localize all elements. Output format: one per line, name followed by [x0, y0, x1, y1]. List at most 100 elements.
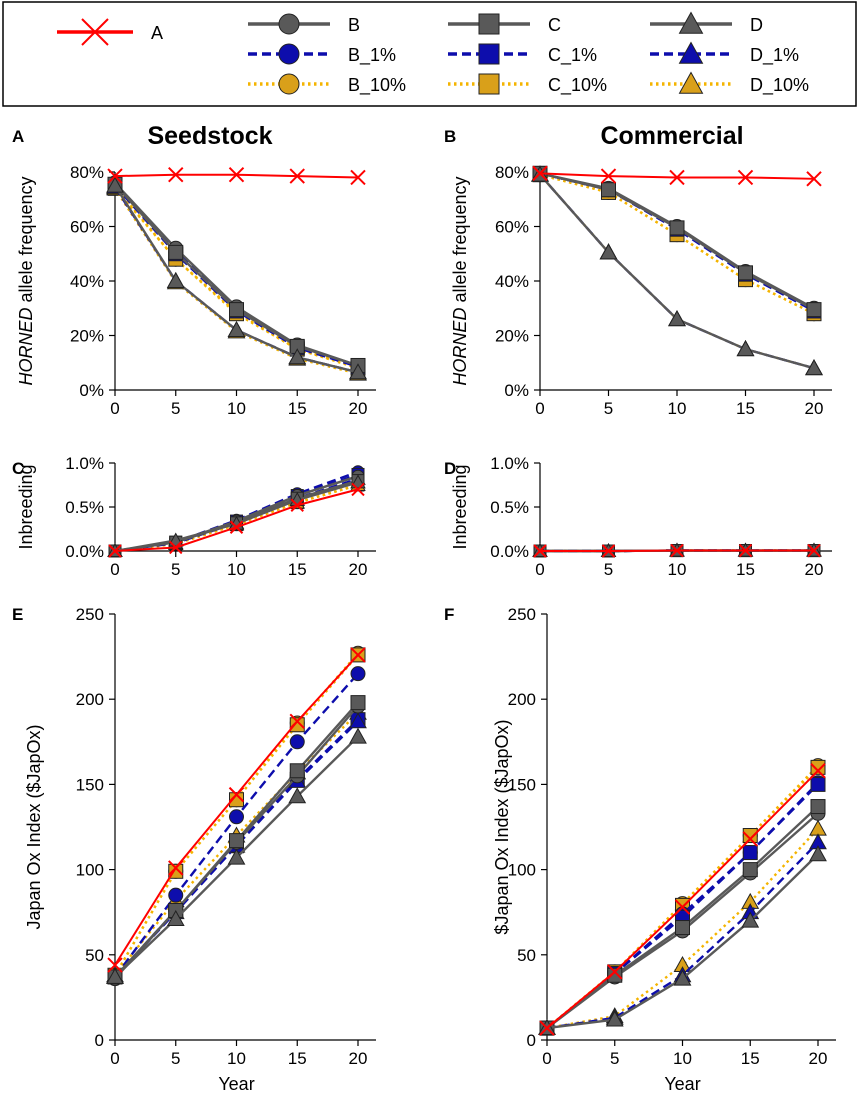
y-axis-label-italic: HORNED — [450, 308, 470, 386]
y-tick-label: 1.0% — [65, 454, 104, 473]
y-tick-label: 20% — [70, 327, 104, 346]
x-tick-label: 0 — [110, 399, 119, 418]
series-b-10pct — [108, 180, 365, 374]
data-point — [351, 667, 365, 681]
y-tick-label: 200 — [508, 690, 536, 709]
data-point — [811, 760, 825, 774]
series-d-10pct — [532, 167, 822, 375]
y-tick-label: 0.0% — [65, 542, 104, 561]
x-tick-label: 0 — [542, 1049, 551, 1068]
series-d — [532, 167, 822, 375]
data-point — [670, 221, 684, 235]
series-b-1pct — [109, 466, 364, 557]
legend-marker — [479, 74, 499, 94]
legend-label: B_10% — [348, 75, 406, 96]
x-tick-label: 10 — [227, 399, 246, 418]
series-line — [115, 186, 358, 367]
y-tick-label: 0 — [527, 1031, 536, 1050]
x-tick-label: 20 — [805, 399, 824, 418]
panel-letter-e: E — [12, 605, 23, 624]
legend-label: B — [348, 15, 360, 35]
legend-marker — [479, 14, 499, 34]
series-d-1pct — [532, 167, 822, 375]
data-point — [737, 341, 753, 355]
series-line — [115, 474, 358, 551]
x-tick-label: 0 — [535, 399, 544, 418]
x-tick-label: 10 — [227, 560, 246, 579]
data-point — [290, 735, 304, 749]
y-tick-label: 150 — [76, 775, 104, 794]
y-tick-label: 200 — [76, 690, 104, 709]
y-tick-label: 60% — [495, 218, 529, 237]
data-point — [810, 821, 826, 835]
data-point — [230, 303, 244, 317]
series-c — [108, 177, 365, 372]
data-point — [807, 303, 821, 317]
series-line — [115, 186, 358, 373]
legend-marker — [279, 14, 299, 34]
series-b-10pct — [540, 759, 825, 1035]
series-b-10pct — [533, 168, 821, 321]
x-tick-label: 15 — [288, 399, 307, 418]
y-tick-label: 20% — [495, 327, 529, 346]
y-tick-label: 250 — [76, 605, 104, 624]
series-line — [115, 472, 358, 551]
y-axis-label-italic: HORNED — [16, 308, 36, 386]
x-tick-label: 5 — [171, 560, 180, 579]
x-tick-label: 15 — [736, 399, 755, 418]
data-point — [743, 863, 757, 877]
x-tick-label: 15 — [736, 560, 755, 579]
series-line — [540, 175, 814, 314]
series-c — [108, 696, 365, 984]
series-c-1pct — [108, 179, 365, 374]
series-line — [540, 175, 814, 368]
y-tick-label: 80% — [495, 163, 529, 182]
series-line — [115, 187, 358, 372]
y-tick-label: 0.5% — [490, 498, 529, 517]
data-point — [290, 718, 304, 732]
x-tick-label: 20 — [809, 1049, 828, 1068]
panel-letter-f: F — [444, 605, 454, 624]
x-tick-label: 10 — [673, 1049, 692, 1068]
data-point — [230, 834, 244, 848]
legend-label: C_1% — [548, 45, 597, 66]
x-tick-label: 20 — [349, 1049, 368, 1068]
y-axis-label-rest: allele frequency — [16, 176, 36, 307]
series-a — [108, 168, 365, 185]
x-tick-label: 10 — [668, 560, 687, 579]
y-tick-label: 50 — [85, 946, 104, 965]
panel-letter-b: B — [444, 127, 456, 146]
x-tick-label: 15 — [288, 560, 307, 579]
legend-label: D_1% — [750, 45, 799, 66]
y-axis-label: $Japan Ox Index ($JapOx) — [492, 719, 512, 934]
series-c-1pct — [109, 468, 364, 557]
series-line — [115, 188, 358, 373]
x-tick-label: 0 — [535, 560, 544, 579]
series-b — [109, 470, 364, 557]
series-d — [539, 846, 826, 1034]
legend-label: B_1% — [348, 45, 396, 66]
series-line — [115, 187, 358, 367]
legend-marker — [279, 44, 299, 64]
x-tick-label: 15 — [288, 1049, 307, 1068]
series-d — [108, 475, 365, 556]
panel-letter-a: A — [12, 127, 24, 146]
data-point — [169, 888, 183, 902]
data-point — [602, 183, 616, 197]
series-line — [540, 175, 814, 368]
data-point — [811, 777, 825, 791]
y-tick-label: 0% — [79, 381, 104, 400]
data-point — [290, 764, 304, 778]
x-tick-label: 10 — [668, 399, 687, 418]
series-c-10pct — [108, 181, 365, 375]
y-tick-label: 250 — [508, 605, 536, 624]
y-tick-label: 0.0% — [490, 542, 529, 561]
x-tick-label: 0 — [110, 560, 119, 579]
